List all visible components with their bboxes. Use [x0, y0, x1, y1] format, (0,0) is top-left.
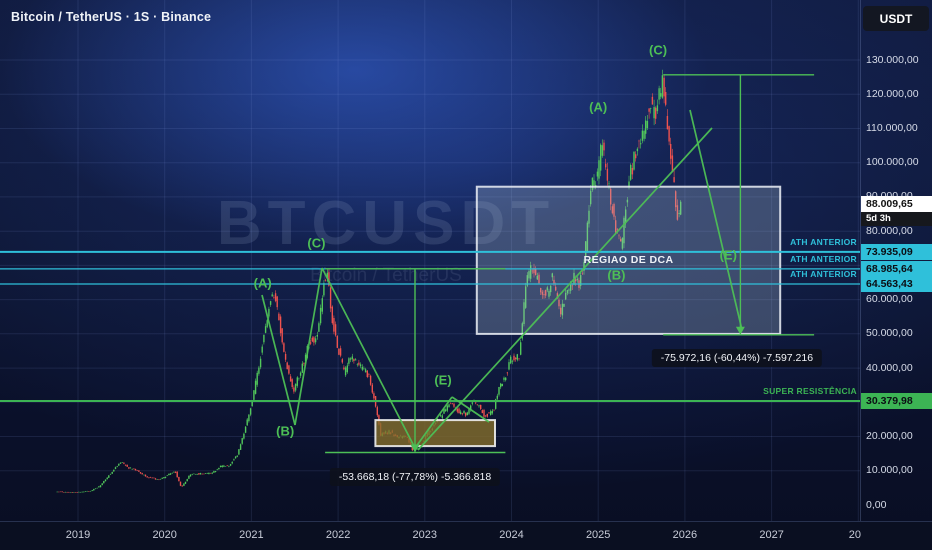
- arrow-down-icon: [410, 444, 420, 453]
- time-axis[interactable]: 2019 2020 2021 2022 2023 2024 2025 2026 2027 20: [0, 521, 932, 550]
- time-tick: 2027: [759, 529, 784, 541]
- time-tick: 20: [848, 529, 861, 541]
- arrow-down-icon: [735, 326, 745, 335]
- symbol-title[interactable]: Bitcoin / TetherUS · 1S · Binance: [11, 10, 212, 24]
- currency-toggle-button[interactable]: USDT: [863, 6, 929, 31]
- grid-lines: [0, 0, 860, 521]
- time-tick: 2019: [65, 529, 91, 541]
- price-tick: 130.000,00: [866, 53, 919, 66]
- price-tick: 60.000,00: [866, 293, 913, 306]
- time-tick: 2023: [412, 529, 438, 541]
- price-tick: 10.000,00: [866, 464, 913, 477]
- countdown-badge: 5d 3h: [861, 211, 932, 226]
- price-level-badge[interactable]: 73.935,09: [861, 243, 932, 260]
- time-tick: 2022: [325, 529, 351, 541]
- price-level-badge[interactable]: 68.985,64: [861, 260, 932, 277]
- price-tick: 80.000,00: [866, 224, 913, 237]
- time-tick: 2020: [152, 529, 177, 541]
- time-tick: 2024: [499, 529, 524, 541]
- price-tick: 110.000,00: [866, 121, 918, 134]
- price-tick: 40.000,00: [866, 361, 913, 374]
- trendlines[interactable]: [261, 109, 743, 451]
- price-level-badge[interactable]: 64.563,43: [861, 275, 932, 292]
- price-tick: 20.000,00: [866, 430, 913, 443]
- price-tick: 0,00: [866, 498, 887, 511]
- price-tick: 50.000,00: [866, 327, 913, 340]
- price-range-measurement-2[interactable]: [663, 74, 815, 336]
- time-tick: 2025: [585, 529, 611, 541]
- price-tick: 120.000,00: [866, 87, 919, 100]
- dca-zone[interactable]: [475, 185, 782, 335]
- current-price-badge[interactable]: 88.009,65: [861, 195, 932, 212]
- time-tick: 2021: [239, 529, 264, 541]
- price-tick: 100.000,00: [866, 156, 919, 169]
- price-level-badge[interactable]: 30.379,98: [861, 393, 932, 409]
- price-axis[interactable]: 130.000,00 120.000,00 110.000,00 100.000,00…: [861, 0, 932, 521]
- accumulation-zone[interactable]: [374, 419, 496, 448]
- price-range-measurement-1[interactable]: [325, 268, 506, 454]
- time-tick: 2026: [672, 529, 698, 541]
